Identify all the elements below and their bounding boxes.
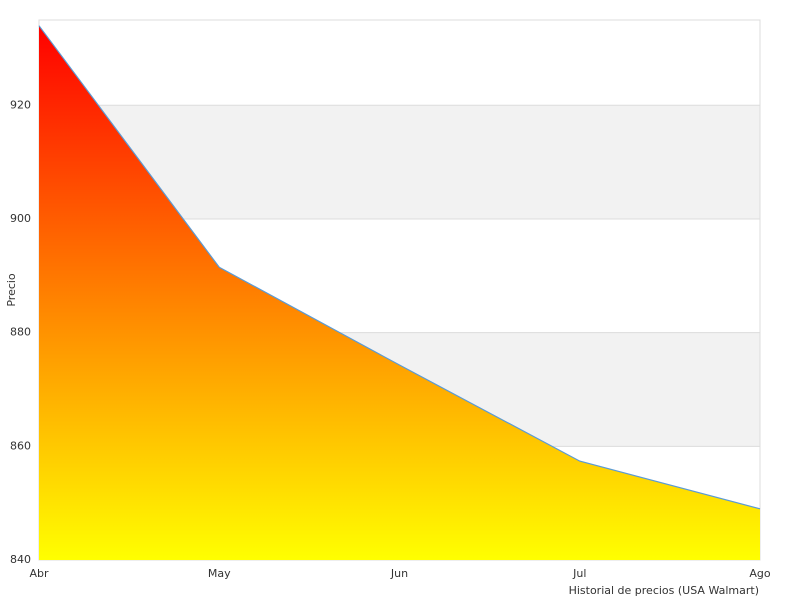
x-tick-label: Jun xyxy=(390,567,408,580)
x-tick-label: May xyxy=(208,567,231,580)
x-tick-label: Ago xyxy=(749,567,771,580)
y-tick-label: 880 xyxy=(10,326,31,339)
line xyxy=(38,25,761,510)
x-tick-label: Jul xyxy=(572,567,586,580)
y-tick-label: 840 xyxy=(10,553,31,566)
y-axis-label: Precio xyxy=(5,273,18,307)
x-tick-label: Abr xyxy=(29,567,49,580)
area xyxy=(39,25,760,561)
x-axis-label: Historial de precios (USA Walmart) xyxy=(569,584,759,597)
y-tick-label: 900 xyxy=(10,212,31,225)
y-tick-label: 920 xyxy=(10,98,31,111)
y-tick-label: 860 xyxy=(10,439,31,452)
